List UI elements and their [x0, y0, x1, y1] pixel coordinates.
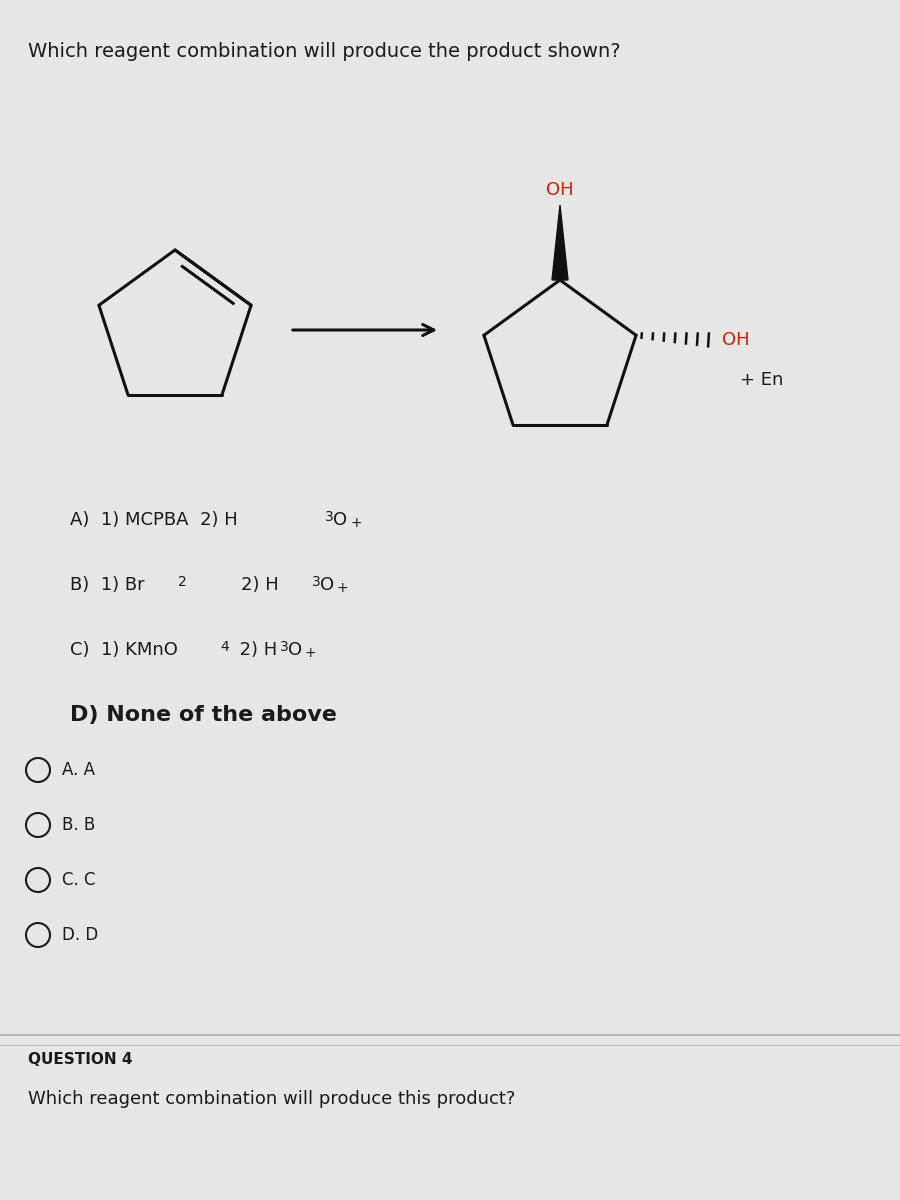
Text: 3: 3 — [312, 575, 320, 589]
Text: A. A: A. A — [62, 761, 95, 779]
Text: OH: OH — [722, 331, 750, 349]
Text: +: + — [305, 646, 317, 660]
Text: C)  1) KMnO: C) 1) KMnO — [70, 641, 178, 659]
Polygon shape — [552, 205, 568, 280]
Text: O: O — [288, 641, 302, 659]
Text: 4: 4 — [220, 640, 229, 654]
Text: 2: 2 — [178, 575, 187, 589]
Text: + En: + En — [740, 371, 783, 389]
Text: 2) H: 2) H — [195, 576, 279, 594]
Text: B. B: B. B — [62, 816, 95, 834]
Text: QUESTION 4: QUESTION 4 — [28, 1052, 132, 1067]
Text: O: O — [320, 576, 334, 594]
Text: D) None of the above: D) None of the above — [70, 704, 337, 725]
Text: D. D: D. D — [62, 926, 98, 944]
Text: 3: 3 — [325, 510, 334, 524]
Text: 2) H: 2) H — [228, 641, 277, 659]
Text: Which reagent combination will produce the product shown?: Which reagent combination will produce t… — [28, 42, 621, 61]
Text: +: + — [337, 581, 348, 595]
Text: 3: 3 — [280, 640, 289, 654]
Text: O: O — [333, 511, 347, 529]
Text: A)  1) MCPBA  2) H: A) 1) MCPBA 2) H — [70, 511, 238, 529]
Text: OH: OH — [546, 181, 574, 199]
Text: +: + — [350, 516, 362, 530]
Text: C. C: C. C — [62, 871, 95, 889]
Text: B)  1) Br: B) 1) Br — [70, 576, 145, 594]
Text: Which reagent combination will produce this product?: Which reagent combination will produce t… — [28, 1090, 516, 1108]
